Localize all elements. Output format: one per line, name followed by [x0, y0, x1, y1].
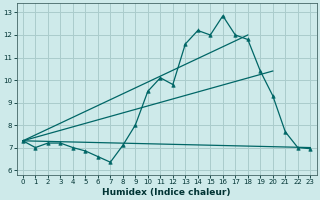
- X-axis label: Humidex (Indice chaleur): Humidex (Indice chaleur): [102, 188, 231, 197]
